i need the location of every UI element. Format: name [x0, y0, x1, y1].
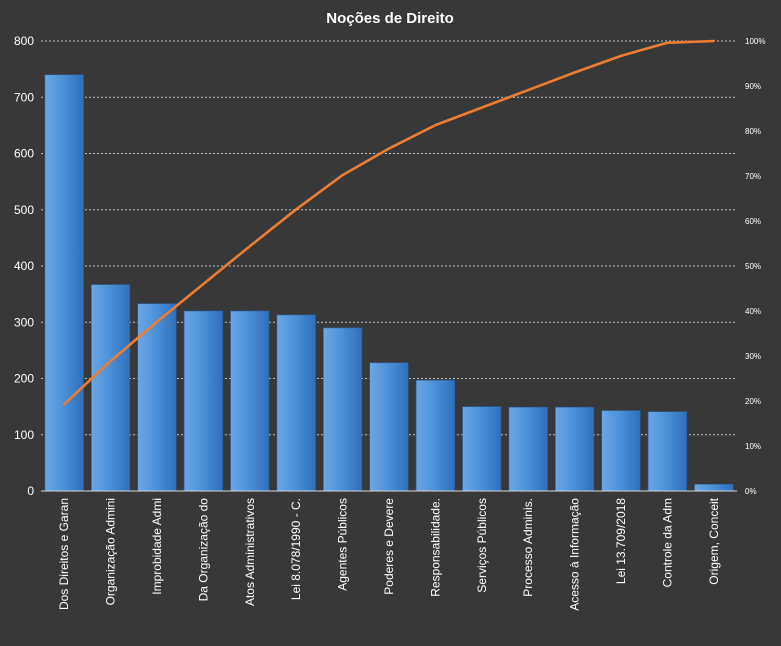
y2-tick-label: 30% [745, 352, 761, 361]
x-tick-label: Atos Administrativos [243, 498, 257, 606]
cumulative-line [62, 39, 716, 406]
bar [369, 362, 409, 492]
y2-tick-label: 20% [745, 397, 761, 406]
bars [44, 74, 734, 492]
y-tick-label: 800 [14, 34, 34, 48]
bar [230, 310, 270, 492]
bar [183, 310, 223, 492]
bar [555, 406, 595, 492]
bar [462, 406, 502, 492]
y2-tick-label: 70% [745, 172, 761, 181]
bar [44, 74, 84, 492]
bar [601, 410, 641, 492]
y2-tick-label: 100% [745, 37, 765, 46]
y2-tick-label: 90% [745, 82, 761, 91]
x-tick-label: Lei 8.078/1990 - C. [289, 498, 303, 600]
y-tick-label: 500 [14, 203, 34, 217]
x-tick-label: Processo Adminis. [521, 498, 535, 597]
y-tick-label: 0 [27, 484, 34, 498]
x-tick-label: Agentes Públicos [336, 498, 350, 591]
bar [508, 406, 548, 492]
y-tick-label: 300 [14, 315, 34, 329]
x-tick-label: Controle da Adm [660, 498, 674, 587]
y2-tick-label: 10% [745, 442, 761, 451]
y-tick-label: 100 [14, 428, 34, 442]
x-tick-label: Responsabilidade. [428, 498, 442, 597]
y-tick-label: 600 [14, 147, 34, 161]
bar [137, 303, 177, 492]
x-tick-label: Da Organização do [196, 498, 210, 602]
x-tick-label: Serviços Públicos [475, 498, 489, 593]
y-axis-right: 0% 10% 20% 30% 40% 50% 60% 70% 80% 90% 100% [745, 37, 765, 496]
y2-tick-label: 0% [745, 487, 757, 496]
x-axis: Dos Direitos e Garan Organização Admini Im… [41, 490, 737, 611]
y-tick-label: 700 [14, 90, 34, 104]
x-tick-label: Organização Admini [104, 498, 118, 605]
bar [415, 379, 455, 492]
chart-title: Noções de Direito [326, 10, 454, 27]
x-tick-label: Improbidade Admi [150, 498, 164, 595]
y2-tick-label: 40% [745, 307, 761, 316]
bar [694, 483, 734, 492]
cumulative-line-path [62, 39, 716, 406]
y-tick-label: 400 [14, 259, 34, 273]
x-tick-label: Lei 13.709/2018 [614, 498, 628, 584]
y-axis-left: 0 100 200 300 400 500 600 700 800 [14, 34, 34, 498]
x-tick-label: Dos Direitos e Garan [57, 498, 71, 610]
y2-tick-label: 60% [745, 217, 761, 226]
x-tick-label: Poderes e Devere [382, 498, 396, 595]
bar [647, 411, 687, 492]
x-tick-label: Acesso à Informação [568, 498, 582, 611]
y-tick-label: 200 [14, 372, 34, 386]
x-tick-label: Origem, Conceit [707, 497, 721, 584]
y2-tick-label: 50% [745, 262, 761, 271]
bar [91, 284, 131, 492]
y2-tick-label: 80% [745, 127, 761, 136]
bar [276, 314, 316, 492]
bar [323, 327, 363, 492]
